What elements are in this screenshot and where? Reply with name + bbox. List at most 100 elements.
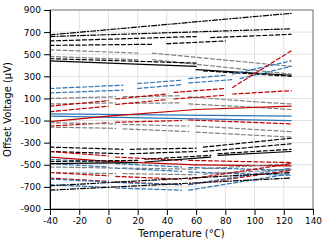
line-segment <box>167 41 225 44</box>
line-segment <box>218 152 291 156</box>
x-axis-tick-mark <box>196 209 197 215</box>
line-segment <box>50 59 196 63</box>
x-axis-tick-mark <box>255 209 256 215</box>
line-segment <box>50 167 116 168</box>
x-axis-tick-label: 60 <box>191 216 203 226</box>
y-axis-tick-label: 100 <box>24 94 41 104</box>
line-segment <box>211 34 291 37</box>
line-segment <box>189 80 233 83</box>
line-segment <box>50 97 116 99</box>
line-segment <box>196 132 291 137</box>
y-axis-line <box>44 11 51 210</box>
line-segment <box>50 173 108 176</box>
line-segment <box>130 152 196 154</box>
line-segment <box>116 164 182 167</box>
y-axis-tick: -300 <box>21 138 50 148</box>
x-axis-tick-mark <box>167 209 168 215</box>
grid-line-x <box>137 10 138 209</box>
x-axis-tick-label: 80 <box>220 216 232 226</box>
x-axis-tick-label: 100 <box>246 216 263 226</box>
grid-line-y <box>50 32 313 33</box>
line-segment <box>233 51 291 87</box>
x-axis-tick: 100 <box>246 209 263 226</box>
x-axis-tick: 20 <box>132 209 144 226</box>
x-axis-title: Temperature (°C) <box>137 228 224 239</box>
line-segment <box>50 114 291 116</box>
line-segment <box>50 178 291 190</box>
grid-line-y <box>50 54 313 55</box>
y-axis-tick-label: -100 <box>21 116 42 126</box>
y-axis-tick-label: 700 <box>24 27 41 37</box>
x-axis-tick-label: 20 <box>132 216 144 226</box>
line-segment <box>50 152 108 156</box>
line-segment <box>123 124 189 126</box>
grid-line-y <box>50 76 313 77</box>
chart: -40-20020406080100120140-900-700-500-300… <box>0 0 327 243</box>
y-axis: -900-700-500-300-100100300500700900 <box>21 5 51 214</box>
line-segment <box>196 126 291 132</box>
line-segment <box>138 85 182 89</box>
line-segment <box>116 121 182 123</box>
line-segment <box>50 44 152 45</box>
line-segment <box>50 147 123 149</box>
x-axis-tick-mark <box>284 209 285 215</box>
line-segment <box>116 176 182 179</box>
y-axis-tick: -500 <box>21 160 50 170</box>
plot-frame <box>50 10 313 209</box>
y-axis-tick-mark <box>44 209 50 210</box>
x-axis-tick: 60 <box>191 209 203 226</box>
x-axis-tick: -40 <box>43 209 58 226</box>
line-segment <box>50 179 108 182</box>
line-segment <box>138 80 182 83</box>
y-axis-tick-label: -500 <box>21 160 42 170</box>
x-axis-tick-mark <box>108 209 109 215</box>
x-axis-tick-label: 40 <box>162 216 174 226</box>
line-segment <box>174 88 225 92</box>
y-axis-tick-label: 900 <box>24 5 41 15</box>
line-segment <box>50 90 123 93</box>
x-axis-tick-mark <box>313 209 314 215</box>
x-axis-tick-label: -20 <box>72 216 87 226</box>
line-segment <box>189 104 255 107</box>
line-segment <box>174 95 225 99</box>
y-axis-tick-mark <box>44 32 50 33</box>
line-segment <box>196 106 291 109</box>
line-segment <box>116 188 182 190</box>
line-segment <box>203 164 291 169</box>
line-segment <box>116 94 167 99</box>
line-segment <box>50 123 116 124</box>
line-segment <box>189 75 226 78</box>
line-segment <box>50 185 108 188</box>
y-axis-tick-mark <box>44 187 50 188</box>
x-axis-tick: 0 <box>106 209 112 226</box>
x-axis-tick-mark <box>79 209 80 215</box>
y-axis-tick-label: 500 <box>24 50 41 60</box>
line-segment <box>50 163 138 164</box>
y-axis-tick-mark <box>44 165 50 166</box>
line-segment <box>255 102 292 104</box>
line-segment <box>50 106 108 112</box>
x-axis-tick: 120 <box>276 209 293 226</box>
line-segment <box>123 129 189 132</box>
y-axis-tick: 700 <box>24 27 50 37</box>
line-segment <box>189 160 291 162</box>
y-axis-tick-mark <box>44 54 50 55</box>
x-axis-tick-mark <box>225 209 226 215</box>
line-segment <box>123 168 196 169</box>
y-axis-tick: -100 <box>21 116 50 126</box>
line-segment <box>240 66 291 78</box>
line-segment <box>196 70 291 76</box>
y-axis-title: Offset Voltage (μV) <box>2 62 13 157</box>
line-segment <box>50 61 196 67</box>
line-segment <box>50 50 138 53</box>
y-axis-tick: -700 <box>21 182 50 192</box>
x-axis-tick-label: -40 <box>43 216 58 226</box>
grid <box>50 10 313 209</box>
y-axis-tick-mark <box>44 10 50 11</box>
y-axis-tick: 500 <box>24 50 50 60</box>
y-axis-tick-mark <box>44 121 50 122</box>
line-segment <box>145 157 211 162</box>
plot: -40-20020406080100120140-900-700-500-300… <box>21 5 323 226</box>
line-segment <box>50 160 138 161</box>
line-segment <box>50 164 108 167</box>
